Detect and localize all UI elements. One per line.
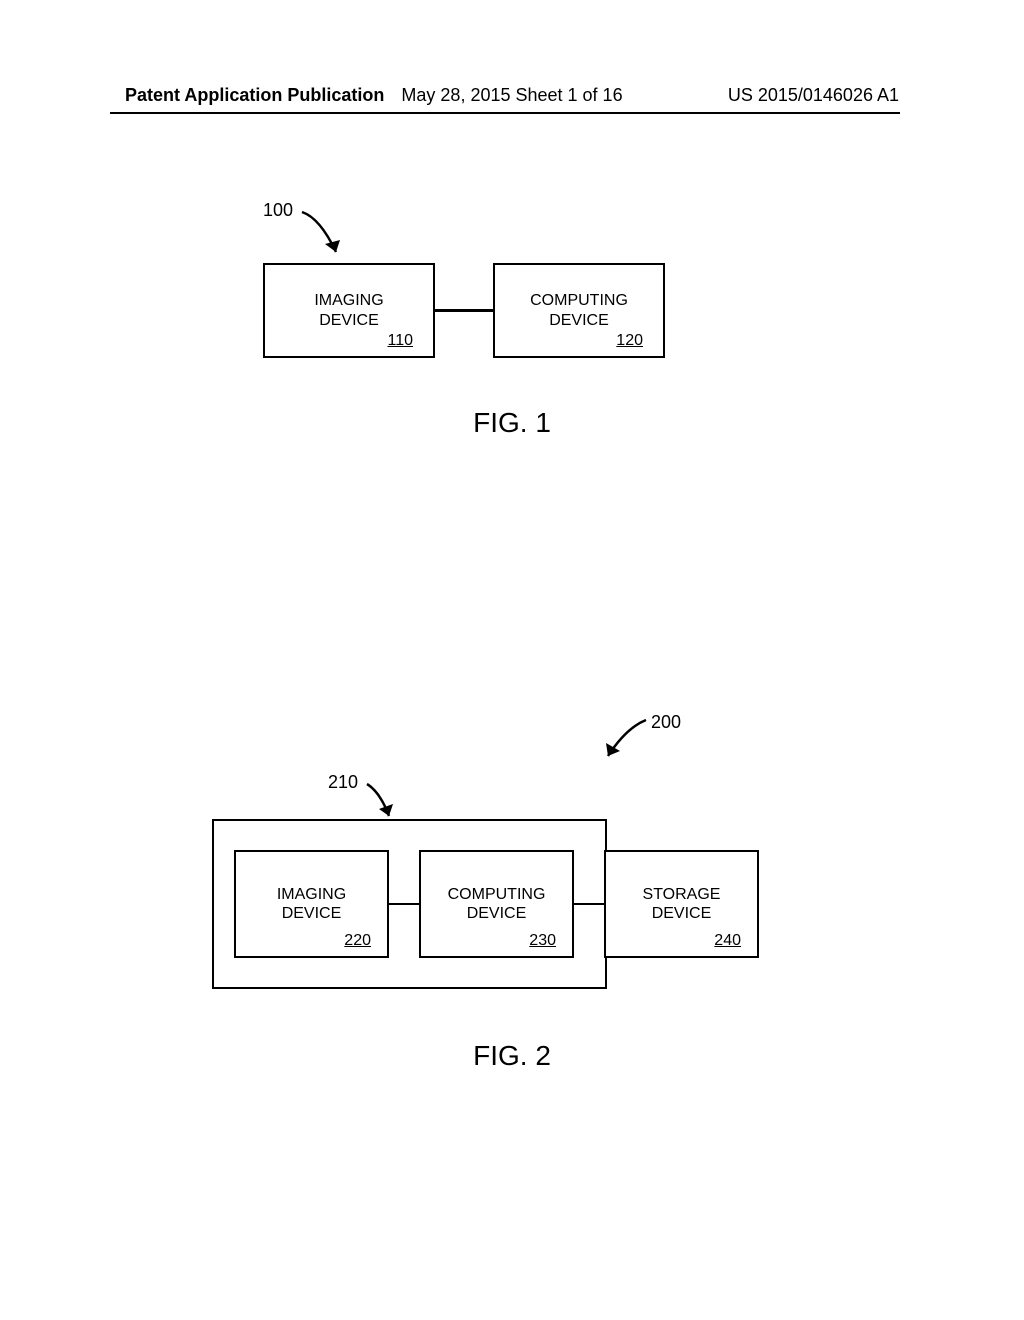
- fig1-box2-line2: DEVICE: [530, 311, 628, 330]
- fig1-diagram: IMAGING DEVICE 110 COMPUTING DEVICE 120: [263, 263, 665, 358]
- fig1-box1-line1: IMAGING: [314, 291, 383, 310]
- fig1-imaging-device-box: IMAGING DEVICE 110: [263, 263, 435, 358]
- fig2-imaging-device-box: IMAGING DEVICE 220: [234, 850, 389, 958]
- fig2-box3-line2: DEVICE: [643, 904, 721, 923]
- fig2-connector-1: [389, 903, 419, 906]
- fig1-box2-line1: COMPUTING: [530, 291, 628, 310]
- fig1-box1-num: 110: [387, 332, 413, 350]
- fig2-storage-device-box: STORAGE DEVICE 240: [604, 850, 759, 958]
- fig2-box2-num: 230: [529, 932, 556, 950]
- fig1-arrow-100-icon: [300, 210, 350, 265]
- fig2-box2-line1: COMPUTING: [448, 885, 546, 904]
- fig1-box1-line2: DEVICE: [314, 311, 383, 330]
- fig2-box3-num: 240: [714, 932, 741, 950]
- fig2-label-210: 210: [328, 772, 358, 793]
- header-divider: [110, 112, 900, 114]
- fig2-box3-line1: STORAGE: [643, 885, 721, 904]
- fig1-label-100: 100: [263, 200, 293, 221]
- fig1-caption: FIG. 1: [473, 407, 551, 439]
- fig2-computing-device-box: COMPUTING DEVICE 230: [419, 850, 574, 958]
- fig2-caption: FIG. 2: [473, 1040, 551, 1072]
- fig2-box1-text: IMAGING DEVICE: [277, 885, 346, 923]
- fig1-computing-device-box: COMPUTING DEVICE 120: [493, 263, 665, 358]
- header-left-text: Patent Application Publication: [125, 85, 384, 106]
- header-center-text: May 28, 2015 Sheet 1 of 16: [401, 85, 622, 106]
- fig1-connector: [435, 309, 493, 312]
- fig2-box3-text: STORAGE DEVICE: [643, 885, 721, 923]
- fig1-box1-text: IMAGING DEVICE: [314, 291, 383, 329]
- fig2-box1-line2: DEVICE: [277, 904, 346, 923]
- fig1-box2-num: 120: [616, 332, 643, 350]
- header-right-text: US 2015/0146026 A1: [728, 85, 899, 106]
- fig2-diagram: IMAGING DEVICE 220 COMPUTING DEVICE 230 …: [234, 850, 759, 958]
- fig2-box1-num: 220: [344, 932, 371, 950]
- fig2-box2-line2: DEVICE: [448, 904, 546, 923]
- fig2-arrow-200-icon: [598, 718, 658, 768]
- fig2-box2-text: COMPUTING DEVICE: [448, 885, 546, 923]
- fig2-box1-line1: IMAGING: [277, 885, 346, 904]
- page-header: Patent Application Publication May 28, 2…: [0, 85, 1024, 106]
- fig1-box2-text: COMPUTING DEVICE: [530, 291, 628, 329]
- fig2-connector-2: [574, 903, 604, 906]
